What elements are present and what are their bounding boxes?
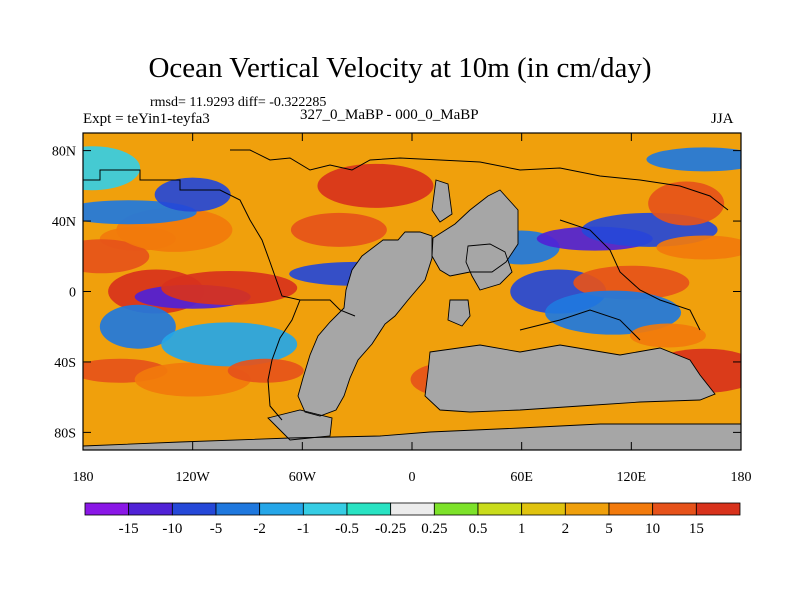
colorbar-label: -10 [162,521,182,537]
y-tick-label: 0 [69,286,76,301]
plot-area [82,132,742,451]
colorbar-box [171,502,217,516]
coastline [559,219,701,331]
colorbar-box [608,502,654,516]
land-africa [298,232,432,416]
chart-title: Ocean Vertical Velocity at 10m (in cm/da… [148,52,652,84]
colorbar-box [390,502,435,516]
field-cell [83,239,150,274]
field-cell [134,362,251,397]
colorbar-label: 15 [689,521,704,537]
land-southern-continent [425,345,715,412]
colorbar-box [302,502,348,516]
coastline [519,309,641,341]
colorbar-box [259,502,304,516]
colorbar-box [652,502,697,516]
field-cell [154,177,231,212]
colorbar-label: 1 [518,521,526,537]
colorbar-label: -1 [297,521,310,537]
colorbar-label: -0.25 [375,521,406,537]
x-tick-label: 0 [409,470,416,485]
coastline [439,159,729,211]
colorbar-box [346,502,392,516]
field-cell [629,323,706,348]
colorbar-box [433,502,479,516]
y-tick-label: 40S [54,356,76,371]
land-antarctica [83,424,741,450]
period-label: 327_0_MaBP - 000_0_MaBP [300,107,479,123]
field-cell [646,147,741,172]
colorbar-box [564,502,610,516]
colorbar-box [521,502,566,516]
field-cell [648,181,725,226]
coastline [120,169,356,317]
colorbar-label: -0.5 [335,521,359,537]
field-cell [161,270,298,305]
x-tick-label: 60E [510,470,533,485]
land-antarctic-peninsula [268,410,332,440]
field-cell [83,146,141,191]
coastline [431,179,453,223]
coastline [424,344,716,413]
colorbar-box [84,502,130,516]
land-scandinavia [432,180,452,222]
coastline [83,423,741,450]
field-cell [317,163,434,208]
coastline [447,299,471,327]
coastlines [83,149,741,450]
field-cell [161,322,298,367]
colorbar-label: -2 [253,521,266,537]
y-tick-label: 80N [52,145,76,160]
colorbar-label: 2 [562,521,570,537]
x-tick-label: 180 [731,470,752,485]
colorbar-box [128,502,173,516]
colorbar-box [695,502,741,516]
coastline [297,231,433,417]
colorbar: -15 -10 -5 -2 -1 -0.5 -0.25 0.25 0.5 1 2 5 10 15 [84,502,741,537]
colorbar-box [215,502,261,516]
field-cell [99,304,176,349]
season-label: JJA [711,111,734,127]
stats-label: rmsd= 11.9293 diff= -0.322285 [150,95,327,110]
colorbar-label: 0.25 [421,521,447,537]
coastline [465,243,513,291]
coastline [83,169,120,181]
axes: 180 120W 60W 0 60E 120E 180 80N 40N 0 40S 80S [52,133,752,485]
field-cell [290,212,387,247]
colorbar-label: 0.5 [469,521,488,537]
x-tick-label: 180 [73,470,94,485]
x-tick-label: 120E [617,470,647,485]
y-tick-label: 80S [54,426,76,441]
x-tick-label: 60W [289,470,317,485]
colorbar-box [477,502,523,516]
y-tick-label: 40N [52,215,76,230]
coastline [267,409,333,441]
coastline [431,189,519,277]
field-cell [227,358,304,383]
land-india [466,244,512,290]
colorbar-label: -15 [119,521,139,537]
experiment-label: Expt = teYin1-teyfa3 [83,111,210,127]
land-mask [83,180,741,450]
colorbar-label: 10 [645,521,660,537]
colorbar-label: -5 [210,521,223,537]
x-tick-label: 120W [176,470,211,485]
land-island [448,300,470,326]
coastline [267,299,301,421]
coastline [230,149,441,171]
colorbar-label: 5 [605,521,613,537]
field-cell [656,235,741,260]
field-cell [545,290,682,335]
